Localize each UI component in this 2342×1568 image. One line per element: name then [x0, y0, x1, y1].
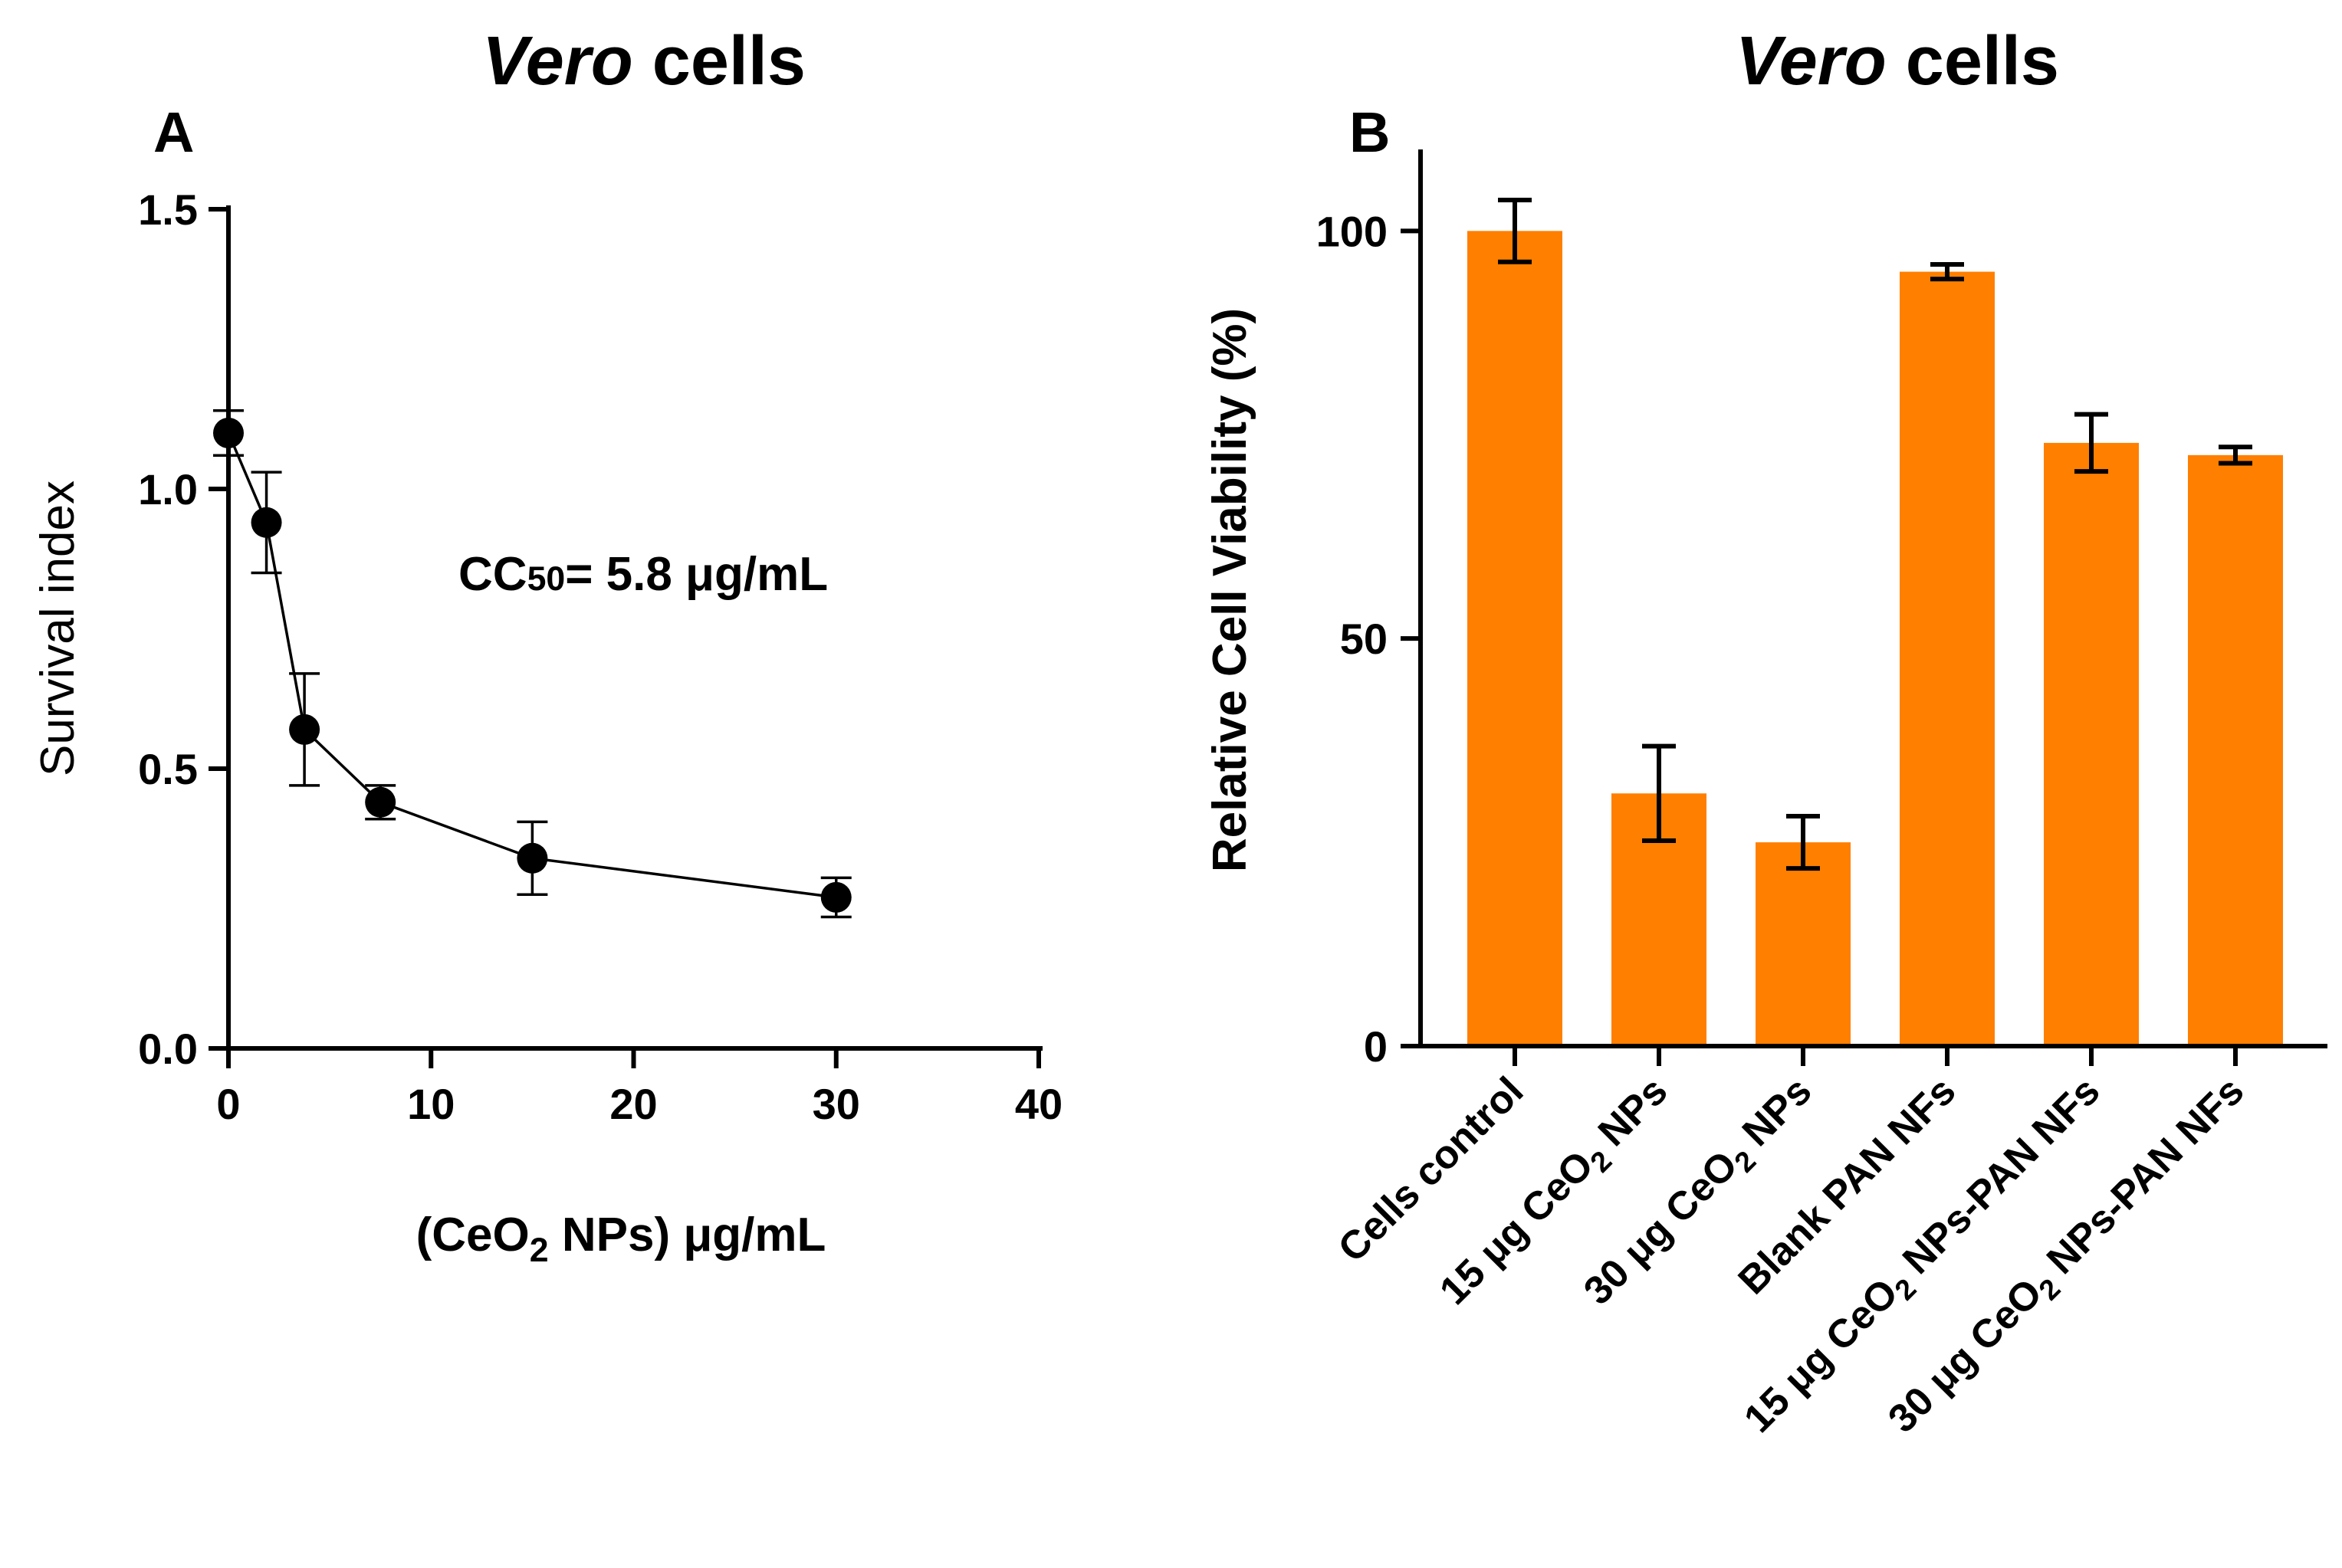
panel-a-title-rest: cells: [633, 23, 806, 100]
panel-b-bars: [1467, 231, 2283, 1047]
annotation-value: = 5.8 μg/mL: [565, 548, 828, 601]
panel-a-points: [213, 418, 852, 913]
panel-a-error-bars: [213, 409, 852, 919]
a-x-tick-label: 10: [407, 1080, 455, 1128]
a-data-point: [289, 713, 320, 745]
x-label-sub: 2: [530, 1232, 549, 1269]
b-y-tick-label: 0: [1364, 1022, 1388, 1071]
a-data-point: [517, 842, 548, 874]
panel-b-axes: [1418, 149, 2327, 1048]
x-label-post: NPs) μg/mL: [549, 1209, 826, 1261]
panel-a-annotation: CC50= 5.8 μg/mL: [458, 548, 828, 601]
annotation-sub: 50: [527, 560, 566, 598]
panel-b-y-label: Relative Cell Viability (%): [1204, 308, 1256, 872]
a-y-tick-label: 0.5: [138, 745, 198, 793]
panel-b-title-italic: Vero: [1736, 23, 1887, 100]
a-series-line: [227, 432, 836, 899]
panel-a-curve: [227, 432, 836, 899]
a-x-tick-label: 30: [813, 1080, 860, 1128]
a-data-point: [251, 507, 282, 538]
panel-b-title: Vero cells: [1736, 23, 2059, 100]
panel-b-letter: B: [1349, 100, 1390, 164]
a-y-tick-label: 1.0: [138, 465, 198, 513]
a-x-tick-label: 20: [609, 1080, 657, 1128]
b-bar: [1900, 271, 1995, 1047]
panel-b-error-bars: [1498, 197, 2252, 871]
a-data-point: [820, 881, 852, 913]
a-data-point: [213, 418, 244, 448]
a-x-tick-label: 0: [216, 1080, 240, 1128]
panel-b-title-rest: cells: [1887, 23, 2059, 100]
panel-a: Vero cells A 0 10 20 30 40 0.0 0.5 1.0 1.5 CC50=…: [31, 23, 1063, 1269]
panel-a-y-label: Survival index: [31, 481, 84, 776]
a-x-tick-label: 40: [1015, 1080, 1063, 1128]
a-data-point: [365, 786, 396, 818]
b-y-tick-label: 50: [1340, 615, 1388, 663]
a-y-tick-label: 1.5: [138, 185, 198, 234]
x-label-pre: (CeO: [416, 1209, 530, 1261]
panel-a-letter: A: [153, 100, 194, 164]
b-bar: [2188, 454, 2283, 1046]
b-bar: [1467, 231, 1562, 1046]
a-y-tick-label: 0.0: [138, 1025, 198, 1073]
annotation-cc: CC: [458, 548, 527, 601]
b-y-tick-label: 100: [1316, 207, 1388, 255]
panel-b-ticks: 0 50 100: [1316, 207, 2238, 1071]
panel-a-ticks: 0 10 20 30 40 0.0 0.5 1.0 1.5: [138, 185, 1063, 1128]
b-bar: [2044, 442, 2139, 1046]
panel-a-axes: [226, 205, 1043, 1051]
b-bar: [1756, 842, 1851, 1046]
panel-a-title: Vero cells: [482, 23, 806, 100]
panel-a-title-italic: Vero: [482, 23, 633, 100]
panel-a-x-label: (CeO2 NPs) μg/mL: [416, 1209, 826, 1269]
